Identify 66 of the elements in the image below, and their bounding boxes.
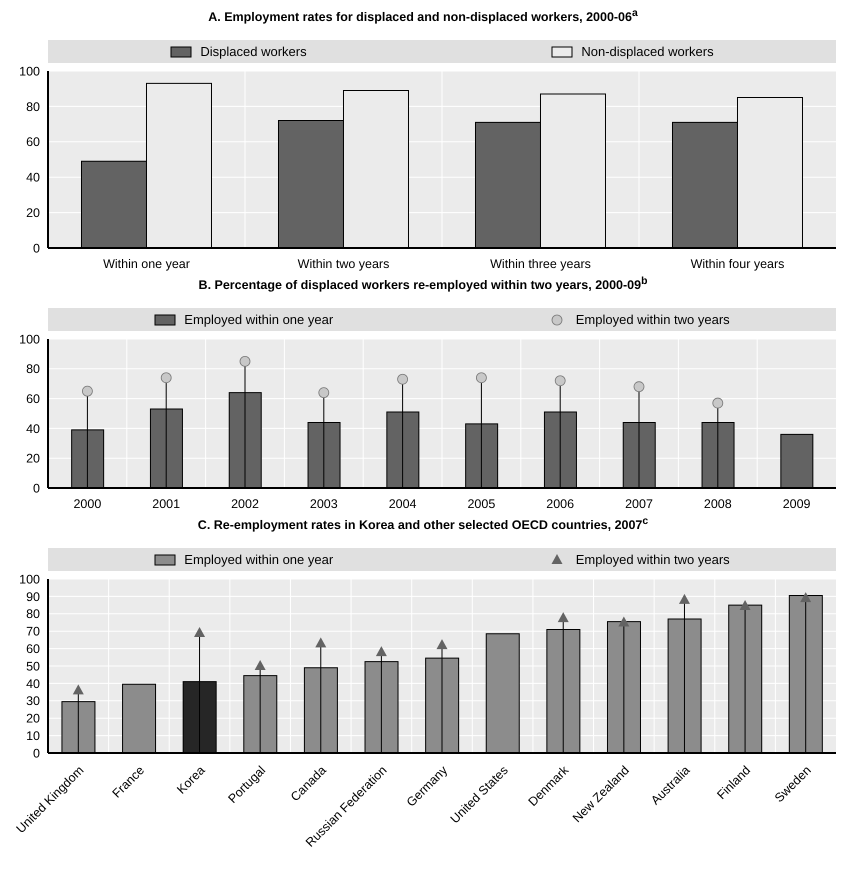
point <box>554 376 566 386</box>
x-tick-label: 2005 <box>467 497 496 512</box>
y-tick-label: 20 <box>26 206 40 220</box>
point <box>194 627 206 638</box>
y-tick-label: 90 <box>26 590 40 604</box>
y-tick-label: 10 <box>26 730 40 744</box>
legend-label: Employed within one year <box>184 312 334 328</box>
point <box>254 660 266 670</box>
x-tick-label: Within two years <box>298 257 390 272</box>
x-tick-label: 2004 <box>388 497 417 512</box>
y-tick-label: 60 <box>26 392 40 406</box>
point <box>376 646 387 657</box>
point <box>558 612 569 623</box>
y-tick-label: 60 <box>26 135 40 150</box>
y-tick-label: 60 <box>26 642 40 657</box>
legend-label: Employed within two years <box>576 312 730 328</box>
point <box>82 386 93 397</box>
y-tick-label: 40 <box>26 170 40 185</box>
chart-title: B. Percentage of displaced workers re-employed within two years, 2000-09$^{b}$ <box>198 276 648 292</box>
y-tick-label: 100 <box>19 332 40 347</box>
y-tick-label: 100 <box>19 64 40 79</box>
legend-label: Employed within one year <box>184 552 334 568</box>
point <box>618 616 630 627</box>
y-tick-label: 100 <box>19 572 40 587</box>
x-tick-label: 2006 <box>546 497 574 512</box>
x-tick-label: Within three years <box>490 257 591 272</box>
point <box>800 592 812 603</box>
point <box>160 372 172 384</box>
x-tick-label: 2009 <box>782 497 811 512</box>
point <box>634 382 644 392</box>
y-tick-label: 40 <box>26 677 40 692</box>
y-tick-label: 20 <box>26 452 40 466</box>
x-tick-label: 2003 <box>310 497 338 512</box>
x-tick-label: 2000 <box>73 497 102 512</box>
y-tick-label: 80 <box>26 608 40 622</box>
y-tick-label: 0 <box>33 242 40 256</box>
legend-label: Employed within two years <box>576 552 730 568</box>
x-tick-label: Within one year <box>103 257 190 272</box>
x-tick-label: 2001 <box>152 497 180 512</box>
point <box>315 638 326 648</box>
y-tick-label: 0 <box>33 482 40 496</box>
x-tick-label: 2008 <box>704 497 732 512</box>
y-tick-label: 30 <box>26 694 40 709</box>
point <box>740 600 751 610</box>
y-tick-label: 50 <box>26 660 40 674</box>
y-tick-label: 20 <box>26 712 40 726</box>
point <box>240 356 250 368</box>
y-tick-label: 0 <box>33 746 40 761</box>
legend-label: Displaced workers <box>200 44 307 60</box>
point <box>678 594 690 604</box>
y-tick-label: 80 <box>26 100 40 114</box>
legend-label: Non-displaced workers <box>581 44 714 60</box>
chart-title: C. Re-employment rates in Korea and other selected OECD countries, 2007$^{c}$ <box>196 516 650 532</box>
point <box>72 684 84 695</box>
point <box>476 372 487 384</box>
y-tick-label: 70 <box>26 625 40 640</box>
point <box>712 398 724 409</box>
y-tick-label: 80 <box>26 362 40 377</box>
y-tick-label: 40 <box>26 422 40 436</box>
chart-title: A. Employment rates for displaced and non-displaced workers, 2000-06$^{a}$ <box>207 8 639 24</box>
x-tick-label: 2007 <box>625 497 653 512</box>
point <box>436 640 448 650</box>
point <box>318 388 330 398</box>
x-tick-label: Within four years <box>690 257 784 272</box>
x-tick-label: 2002 <box>231 497 259 512</box>
point <box>397 374 408 385</box>
